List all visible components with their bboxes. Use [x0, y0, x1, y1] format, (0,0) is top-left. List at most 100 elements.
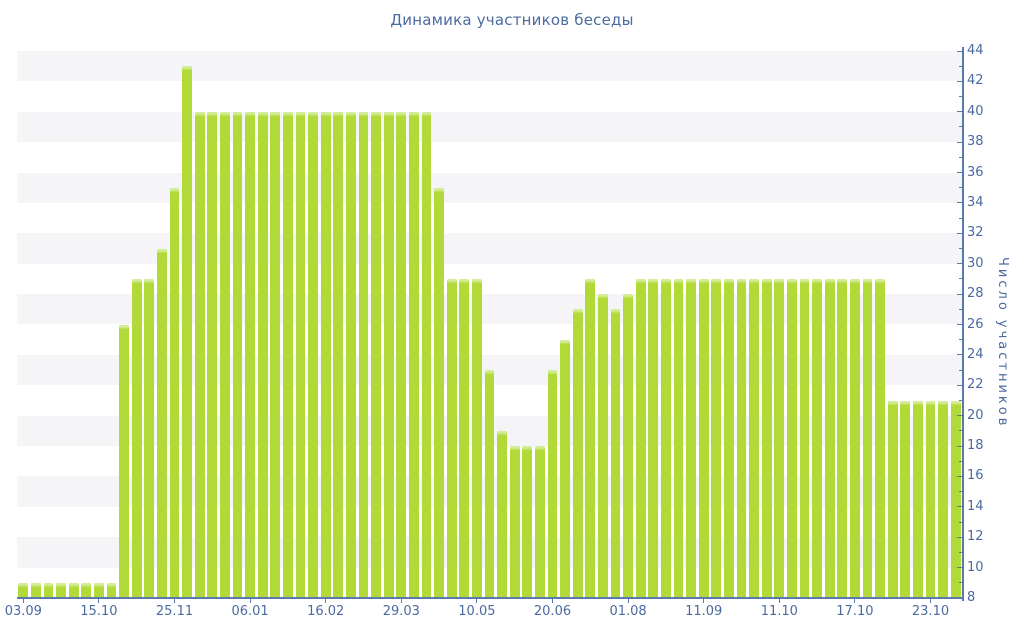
y-tick-label: 42: [967, 73, 984, 89]
bar: [94, 582, 104, 598]
bar: [862, 278, 873, 598]
bar: [535, 446, 545, 598]
bar: [144, 278, 155, 598]
bar: [547, 370, 558, 598]
zebra-stripe: [17, 51, 963, 82]
x-tick-label: 20.06: [533, 604, 572, 619]
y-tick-label: 20: [967, 407, 984, 423]
y-tick-label: 38: [967, 134, 984, 150]
y-minor-tick: [959, 551, 962, 553]
bar: [18, 582, 29, 598]
bar: [371, 111, 381, 598]
bar: [157, 248, 167, 598]
x-tick: [249, 598, 251, 603]
bar: [220, 111, 230, 598]
bar: [446, 278, 457, 598]
x-tick: [22, 598, 24, 603]
y-tick-label: 28: [967, 286, 984, 302]
bar: [333, 111, 344, 598]
y-minor-tick: [959, 65, 962, 67]
y-major-tick: [956, 506, 962, 508]
y-tick-label: 8: [967, 590, 976, 605]
y-tick-label: 16: [967, 468, 984, 484]
y-tick-label: 30: [967, 255, 984, 271]
bar: [761, 278, 772, 598]
bar: [182, 66, 192, 598]
bar: [938, 400, 948, 598]
y-tick-label: 12: [967, 529, 984, 545]
bar: [648, 278, 659, 598]
y-major-tick: [956, 567, 962, 569]
x-tick-label: 16.02: [307, 604, 345, 619]
bar: [509, 446, 520, 598]
y-major-tick: [956, 536, 962, 538]
bar: [131, 278, 142, 598]
y-minor-tick: [959, 126, 962, 128]
bar: [812, 278, 822, 598]
bar: [295, 111, 306, 598]
bar: [31, 582, 41, 598]
y-tick-label: 14: [967, 498, 984, 514]
bar: [824, 278, 835, 598]
y-major-tick: [956, 141, 962, 143]
x-tick: [400, 598, 402, 603]
x-tick-label: 25.11: [155, 604, 194, 619]
x-tick: [703, 598, 705, 603]
zebra-stripe: [17, 111, 963, 143]
bar: [661, 278, 671, 598]
bar: [749, 278, 759, 598]
x-tick-label: 01.08: [609, 604, 647, 619]
y-major-tick: [956, 232, 962, 234]
bar: [472, 278, 482, 598]
bar: [598, 294, 608, 598]
y-axis-title: Число участников: [995, 257, 1010, 429]
x-tick-label: 03.09: [4, 604, 42, 619]
bar: [81, 582, 92, 598]
bar: [673, 278, 684, 598]
bar: [698, 278, 709, 598]
bar: [257, 111, 268, 598]
y-major-tick: [956, 172, 962, 174]
y-minor-tick: [959, 582, 962, 584]
x-tick: [476, 598, 478, 603]
y-major-tick: [956, 597, 962, 599]
bar: [232, 111, 243, 598]
y-major-tick: [956, 50, 962, 52]
bar: [787, 278, 797, 598]
bar: [56, 582, 66, 598]
bar: [346, 111, 356, 598]
x-tick: [854, 598, 856, 603]
y-tick-label: 40: [967, 103, 984, 119]
bar: [572, 309, 583, 598]
bar: [207, 111, 218, 598]
bar: [194, 111, 205, 598]
y-major-tick: [956, 415, 962, 417]
y-minor-tick: [959, 187, 962, 189]
bar: [320, 111, 331, 598]
y-tick-label: 22: [967, 377, 984, 393]
bar: [383, 111, 394, 598]
x-tick: [552, 598, 553, 603]
bar: [522, 446, 533, 598]
x-tick: [325, 598, 327, 603]
y-minor-tick: [959, 217, 962, 219]
y-major-tick: [956, 263, 962, 265]
x-tick-label: 29.03: [382, 604, 420, 619]
y-minor-tick: [959, 399, 962, 401]
bar: [913, 400, 923, 598]
y-minor-tick: [959, 521, 962, 523]
y-major-tick: [956, 202, 962, 204]
y-major-tick: [956, 384, 962, 386]
y-tick-label: 18: [967, 438, 984, 454]
y-major-tick: [956, 354, 962, 356]
bar: [925, 400, 936, 598]
x-tick-label: 06.01: [231, 604, 269, 619]
bar: [623, 294, 633, 598]
bar: [358, 111, 369, 598]
x-axis-line: [17, 597, 964, 599]
x-tick: [174, 598, 175, 603]
bar: [686, 278, 696, 598]
y-major-tick: [956, 324, 962, 325]
